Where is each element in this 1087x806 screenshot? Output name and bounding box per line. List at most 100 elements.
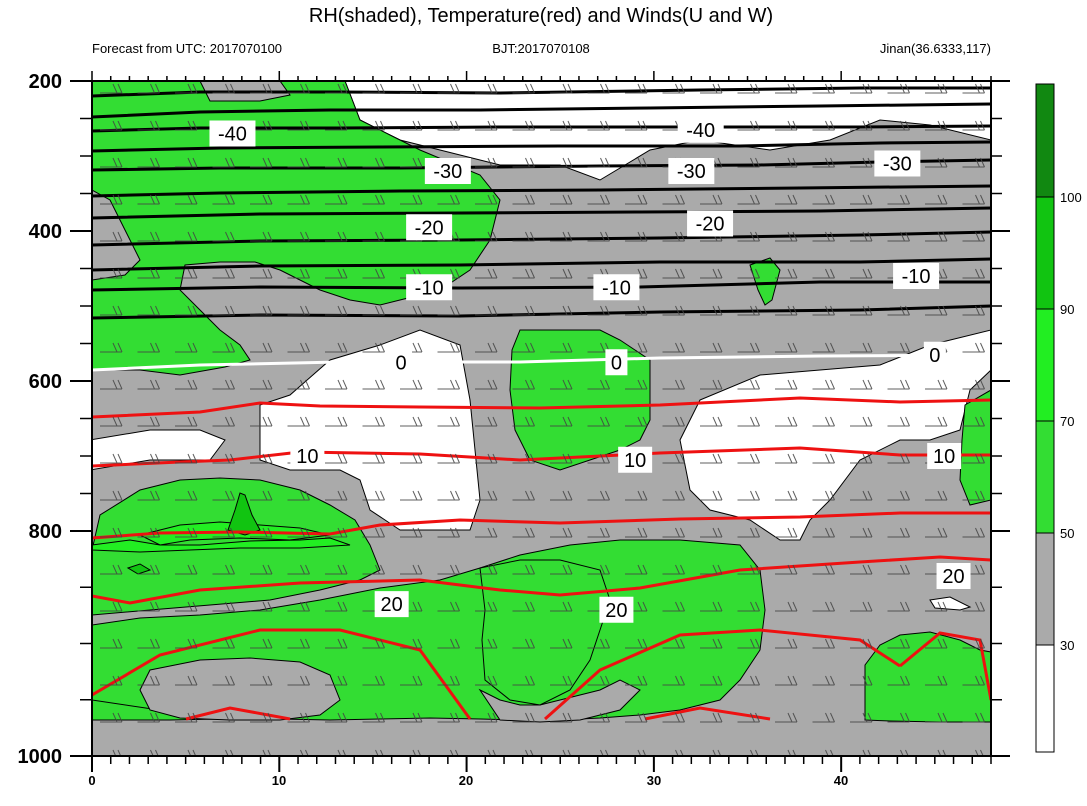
wind-barb-feather (455, 342, 460, 353)
wind-barb-feather (567, 712, 573, 723)
wind-barb-feather (680, 490, 685, 501)
wind-barb-feather (750, 490, 755, 501)
wind-barb-feather (262, 342, 268, 353)
wind-barb-feather (750, 749, 754, 756)
wind-barb-feather (375, 157, 380, 168)
wind-barb-feather (117, 379, 123, 390)
wind-barb-feather (262, 305, 268, 316)
wind-barb-feather (187, 305, 193, 316)
wind-barb-feather (905, 638, 910, 649)
wind-barb-feather (342, 749, 347, 756)
wind-barb-feather (900, 379, 905, 390)
wind-barb-feather (150, 601, 155, 612)
wind-barb-feather (605, 379, 610, 390)
wind-barb-feather (792, 490, 798, 501)
wind-barb-feather (642, 305, 648, 316)
wind-barb-feather (567, 305, 573, 316)
wind-barb-feather (600, 194, 605, 205)
wind-barb-feather (192, 231, 198, 242)
wind-barb-feather (642, 749, 647, 756)
wind-barb-feather (680, 527, 685, 538)
colorbar-label-30: 30 (1060, 638, 1074, 653)
wind-barb-feather (975, 157, 980, 168)
wind-barb-feather (675, 675, 680, 686)
wind-barb-feather (792, 120, 798, 131)
wind-barb-feather (117, 305, 123, 316)
wind-barb-feather (342, 379, 348, 390)
wind-barb-feather (192, 268, 198, 279)
wind-barb-feather (117, 416, 123, 427)
colorbar-label-70: 70 (1060, 414, 1074, 429)
wind-barb-feather (375, 490, 380, 501)
wind-barb-feather (675, 268, 680, 279)
wind-barb-feather (867, 675, 873, 686)
wind-barb-feather (867, 564, 873, 575)
wind-barb-feather (905, 601, 910, 612)
wind-barb-feather (642, 601, 648, 612)
wind-barb-feather (117, 490, 123, 501)
wind-barb-feather (342, 638, 348, 649)
wind-barb-feather (262, 231, 268, 242)
wind-barb-feather (900, 120, 905, 131)
wind-barb-feather (192, 490, 198, 501)
wind-barb-feather (792, 83, 798, 94)
wind-barb-feather (375, 120, 380, 131)
wind-barb-feather (150, 638, 155, 649)
wind-barb-feather (225, 564, 230, 575)
wind-barb-feather (605, 83, 610, 94)
wind-barb-feather (305, 712, 310, 723)
wind-barb-feather (675, 342, 680, 353)
wind-barb-feather (192, 83, 198, 94)
wind-barb-feather (225, 194, 230, 205)
wind-barb-feather (787, 638, 793, 649)
wind-barb-feather (112, 83, 118, 94)
wind-barb-feather (642, 527, 648, 538)
wind-barb-feather (862, 305, 868, 316)
wind-barb-feather (600, 527, 605, 538)
wind-barb-feather (342, 231, 348, 242)
wind-barb-feather (455, 268, 460, 279)
wind-barb-feather (867, 638, 873, 649)
x-tick-30: 30 (647, 773, 661, 788)
wind-barb-feather (187, 527, 193, 538)
wind-barb-feather (455, 564, 460, 575)
wind-barb-feather (530, 527, 535, 538)
wind-barb-feather (305, 342, 310, 353)
wind-barb-feather (267, 268, 273, 279)
wind-barb-feather (680, 231, 685, 242)
wind-barb-feather (637, 527, 643, 538)
wind-barb-feather (787, 157, 793, 168)
wind-barb-feather (562, 83, 568, 94)
wind-barb-feather (787, 231, 793, 242)
wind-barb-feather (750, 231, 755, 242)
wind-barb-feather (225, 601, 230, 612)
wind-barb-feather (717, 83, 723, 94)
wind-barb-feather (642, 638, 648, 649)
wind-barb-feather (155, 527, 160, 538)
wind-barb-feather (117, 749, 122, 756)
wind-barb-feather (525, 490, 530, 501)
wind-barb-feather (230, 157, 235, 168)
wind-barb-feather (825, 749, 829, 756)
wind-barb-feather (712, 601, 718, 612)
wind-barb-feather (187, 564, 193, 575)
wind-barb-feather (642, 120, 648, 131)
wind-barb-feather (412, 120, 418, 131)
wind-barb-feather (267, 231, 273, 242)
wind-barb-feather (112, 379, 118, 390)
wind-barb-feather (450, 453, 455, 464)
wind-barb-feather (187, 157, 193, 168)
wind-barb-feather (900, 194, 905, 205)
wind-barb-feather (562, 342, 568, 353)
wind-barb-feather (492, 416, 498, 427)
wind-barb-feather (675, 416, 680, 427)
wind-barb-feather (825, 453, 830, 464)
wind-barb-feather (525, 379, 530, 390)
wind-barb-feather (637, 83, 643, 94)
wind-barb-feather (942, 379, 948, 390)
wind-barb-feather (937, 157, 943, 168)
wind-barb-feather (567, 749, 572, 756)
wind-barb-feather (192, 157, 198, 168)
wind-barb-feather (942, 527, 948, 538)
